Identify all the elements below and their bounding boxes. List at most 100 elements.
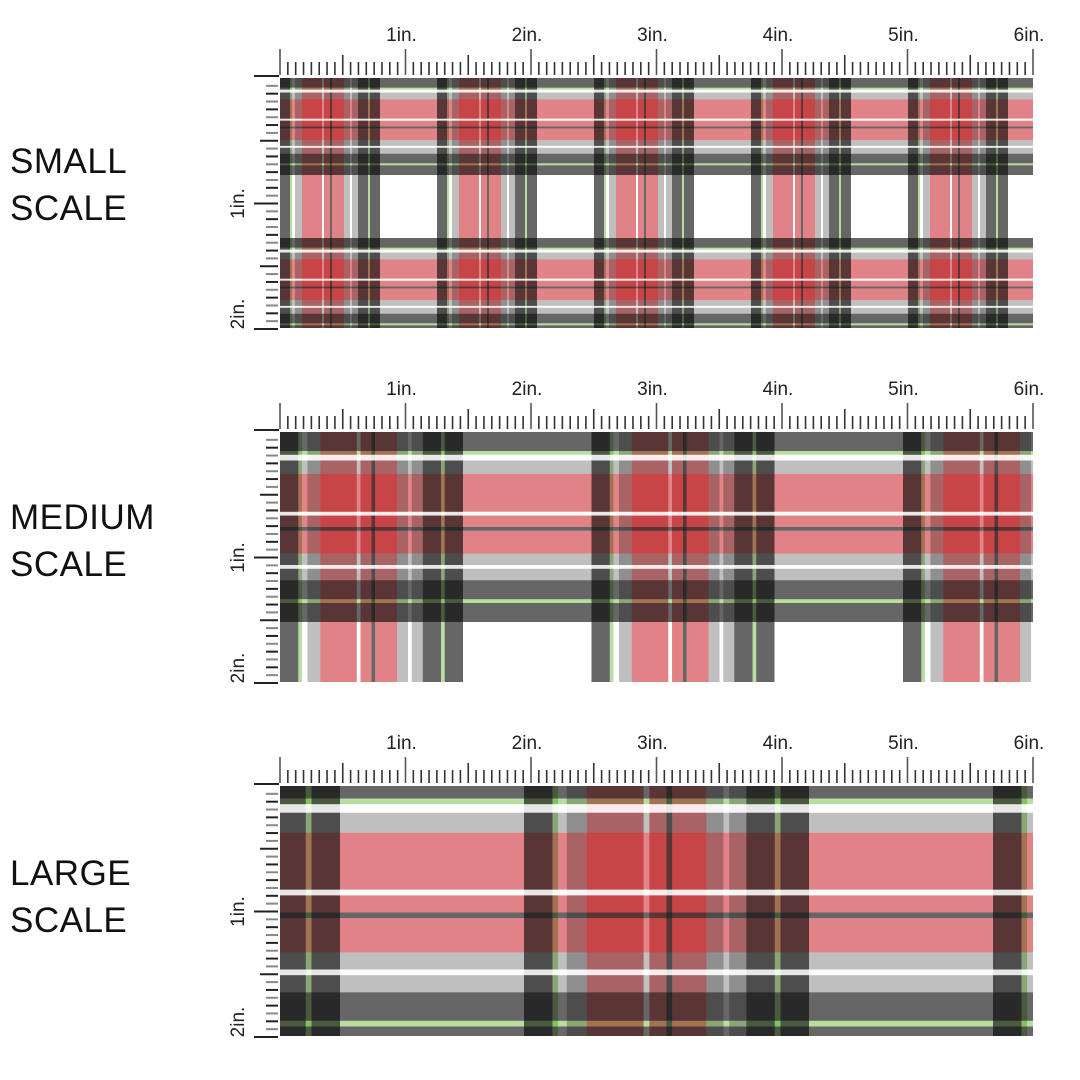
plaid-stripe: [918, 78, 920, 328]
top-ruler: 1in. 2in. 3in. 4in. 5in. 6in.: [254, 733, 1045, 785]
plaid-stripe: [280, 515, 1033, 527]
plaid-stripe: [666, 78, 672, 328]
plaid-stripe: [280, 247, 1033, 250]
plaid-stripe: [280, 286, 1033, 289]
plaid-stripe: [280, 786, 1033, 799]
plaid-stripe: [98, 786, 118, 1036]
plaid-stripe: [280, 87, 1033, 90]
plaid-stripe: [437, 78, 447, 328]
large-scale-label: LARGE SCALE: [10, 850, 131, 944]
plaid-stripe: [280, 128, 1033, 141]
plaid-stripe: [594, 78, 604, 328]
ruler-label: 1in.: [386, 733, 417, 754]
medium-scale-label: MEDIUM SCALE: [10, 494, 155, 588]
plaid-stripe: [118, 786, 175, 1036]
plaid-stripe: [986, 78, 996, 328]
plaid-stripe: [280, 798, 1033, 805]
plaid-stripe: [280, 812, 1033, 833]
plaid-stripe: [1056, 786, 1080, 1036]
plaid-stripe: [972, 78, 978, 328]
plaid-stripe: [280, 553, 1033, 565]
plaid-stripe: [761, 78, 763, 328]
label-line2: SCALE: [10, 189, 128, 228]
plaid-stripe: [447, 78, 449, 328]
plaid-stripe: [658, 78, 664, 328]
plaid-stripe: [280, 992, 1033, 1021]
plaid-stripe: [280, 89, 1033, 93]
plaid-stripe: [638, 78, 644, 328]
plaid-stripe: [280, 259, 1033, 279]
plaid-stripe: [280, 278, 1033, 281]
plaid-stripe: [324, 78, 330, 328]
plaid-stripe: [175, 786, 181, 1036]
plaid-stripe: [950, 78, 952, 328]
ruler-label: 6in.: [1014, 25, 1045, 46]
plaid-stripe: [751, 78, 761, 328]
plaid-stripe: [507, 78, 509, 328]
plaid-stripe: [280, 238, 1033, 248]
ruler-label: 4in.: [763, 733, 794, 754]
plaid-stripe: [280, 153, 1033, 164]
plaid-stripe: [829, 78, 839, 328]
ruler-label: 1in.: [228, 896, 249, 927]
plaid-stripe: [682, 78, 684, 328]
ruler-label: 2in.: [512, 733, 543, 754]
label-line2: SCALE: [10, 545, 128, 584]
plaid-stripe: [358, 78, 368, 328]
ruler-label: 6in.: [1014, 733, 1045, 754]
plaid-stripe: [509, 78, 515, 328]
plaid-stripe: [280, 313, 1033, 324]
plaid-stripe: [280, 603, 1033, 622]
label-line1: MEDIUM: [10, 498, 155, 537]
ruler-label: 2in.: [228, 653, 249, 684]
plaid-stripe: [515, 78, 525, 328]
plaid-stripe: [280, 451, 1033, 455]
ruler-label: 1in.: [386, 379, 417, 400]
ruler-label: 1in.: [228, 188, 249, 219]
plaid-stripe: [198, 786, 204, 1036]
side-ruler: 1in. 2in.: [228, 438, 278, 684]
plaid-swatch-small: [280, 78, 1033, 328]
plaid-stripe: [952, 78, 958, 328]
plaid-stripe: [481, 78, 487, 328]
plaid-stripe: [449, 78, 452, 328]
plaid-stripe: [1068, 432, 1080, 682]
plaid-stripe: [280, 288, 1033, 301]
plaid-stripe: [280, 323, 1033, 326]
ruler-label: 5in.: [888, 733, 919, 754]
plaid-stripe: [920, 78, 923, 328]
plaid-stripe: [1064, 432, 1068, 682]
plaid-stripe: [479, 78, 481, 328]
plaid-stripe: [280, 952, 1033, 970]
plaid-stripe: [672, 78, 682, 328]
label-line1: LARGE: [10, 854, 132, 893]
plaid-stripe: [280, 118, 1033, 121]
ruler-label: 1in.: [228, 542, 249, 573]
plaid-stripe: [908, 78, 918, 328]
plaid-stripe: [980, 78, 986, 328]
label-line1: SMALL: [10, 142, 128, 181]
plaid-stripe: [352, 78, 358, 328]
plaid-stripe: [89, 786, 98, 1036]
plaid-stripe: [821, 78, 823, 328]
plaid-stripe: [344, 78, 350, 328]
plaid-stripe: [280, 889, 1033, 896]
plaid-stripe: [55, 786, 84, 1036]
top-ruler: 1in. 2in. 3in. 4in. 5in. 6in.: [254, 25, 1045, 77]
side-ruler: 1in. 2in.: [228, 792, 278, 1038]
plaid-stripe: [280, 527, 1033, 531]
plaid-stripe: [280, 473, 1033, 512]
plaid-stripe: [841, 78, 851, 328]
ruler-label: 1in.: [386, 25, 417, 46]
plaid-stripe: [793, 78, 795, 328]
plaid-stripe: [1035, 432, 1046, 682]
ruler-label: 2in.: [228, 1007, 249, 1038]
plaid-stripe: [280, 568, 1033, 581]
plaid-stripe: [280, 511, 1033, 516]
ruler-label: 5in.: [888, 379, 919, 400]
plaid-stripe: [295, 78, 302, 328]
plaid-stripe: [370, 78, 380, 328]
plaid-stripe: [998, 78, 1008, 328]
ruler-label: 3in.: [637, 25, 668, 46]
plaid-stripe: [368, 78, 370, 328]
